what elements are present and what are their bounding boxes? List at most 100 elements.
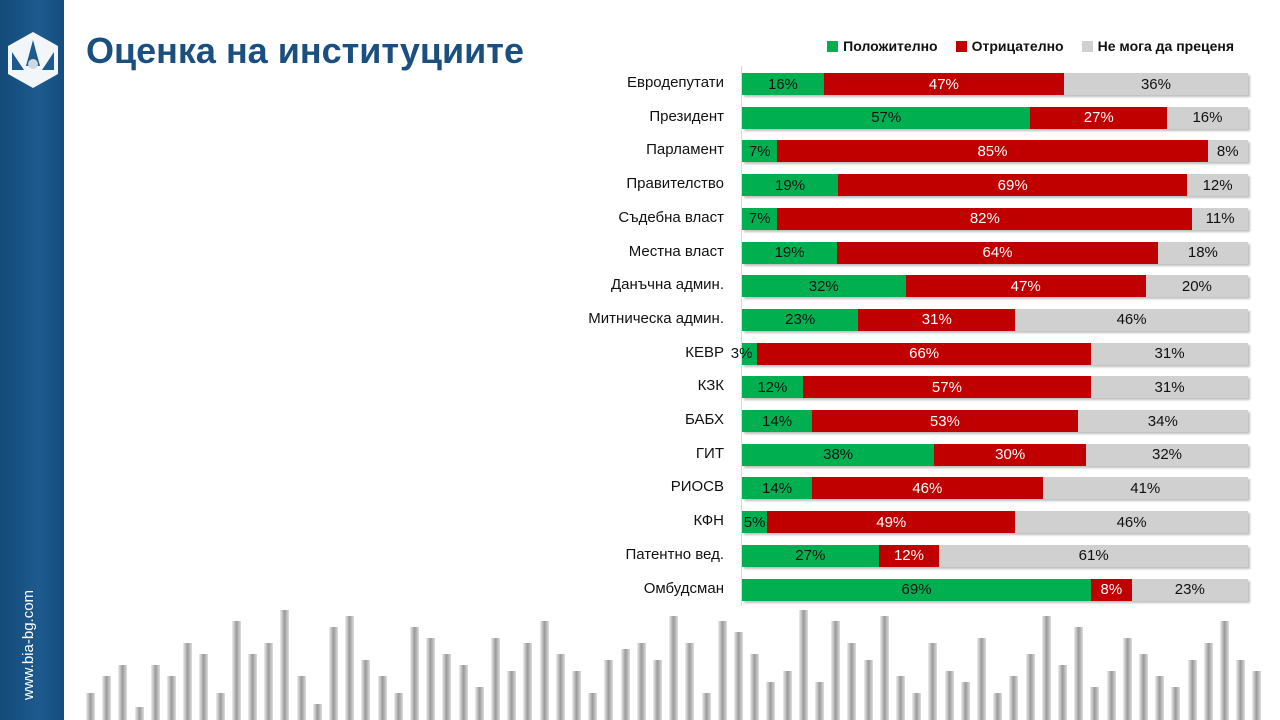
decorative-bar bbox=[167, 676, 176, 720]
category-axis bbox=[741, 66, 742, 606]
legend-negative: Отрицателно bbox=[955, 38, 1064, 54]
bar-segment-negative: 82% bbox=[777, 207, 1193, 230]
bar-segment-positive: 7% bbox=[742, 140, 778, 163]
bar-segment-negative: 47% bbox=[905, 275, 1146, 298]
decorative-bar bbox=[523, 643, 533, 720]
decorative-bar bbox=[1139, 654, 1148, 720]
decorative-bar bbox=[539, 621, 549, 720]
bar-row: 57% 27% 16% bbox=[742, 106, 1248, 129]
decorative-bar bbox=[1090, 687, 1100, 720]
category-label: РИОСВ bbox=[670, 478, 724, 496]
decorative-bar bbox=[1106, 670, 1116, 720]
decorative-bar bbox=[928, 643, 938, 720]
decorative-bar bbox=[150, 665, 160, 720]
data-label: 30% bbox=[995, 446, 1026, 464]
category-label: Президент bbox=[649, 107, 724, 125]
bar-segment-unknown: 32% bbox=[1086, 443, 1248, 466]
bar-segment-unknown: 34% bbox=[1077, 410, 1248, 432]
decorative-bar bbox=[312, 703, 322, 720]
decorative-bar bbox=[863, 659, 873, 720]
decorative-bar bbox=[555, 654, 565, 720]
decorative-bar bbox=[879, 615, 889, 720]
decorative-bar bbox=[264, 643, 274, 720]
data-label: 46% bbox=[912, 479, 943, 497]
category-label: Патентно вед. bbox=[625, 545, 724, 563]
bar-row: 14% 46% 41% bbox=[742, 477, 1248, 500]
bar-segment-positive: 7% bbox=[742, 207, 778, 230]
bar-segment-positive: 32% bbox=[742, 275, 906, 298]
data-label: 69% bbox=[901, 581, 932, 598]
data-label: 7% bbox=[748, 210, 771, 228]
decorative-bar bbox=[977, 637, 986, 720]
data-label: 49% bbox=[876, 513, 907, 531]
decorative-bar bbox=[1058, 665, 1067, 720]
legend-label: Отрицателно bbox=[971, 38, 1064, 54]
bar-segment-positive: 12% bbox=[742, 376, 803, 399]
bar-segment-negative: 57% bbox=[802, 376, 1092, 399]
bar-segment-positive: 27% bbox=[742, 544, 879, 567]
data-label: 16% bbox=[1192, 109, 1223, 127]
bar-segment-positive: 69% bbox=[742, 578, 1092, 601]
bar-segment-negative: 69% bbox=[838, 174, 1188, 197]
decorative-bar bbox=[734, 632, 743, 720]
bar-segment-unknown: 61% bbox=[939, 544, 1248, 567]
decorative-bar bbox=[377, 676, 387, 720]
decorative-bar bbox=[815, 681, 824, 720]
decorative-bar bbox=[134, 706, 144, 720]
bar-segment-unknown: 8% bbox=[1207, 140, 1248, 163]
data-label: 31% bbox=[921, 311, 952, 329]
legend-label: Не мога да преценя bbox=[1097, 38, 1234, 54]
bar-segment-negative: 49% bbox=[767, 511, 1016, 534]
category-label: Съдебна власт bbox=[618, 208, 724, 226]
decorative-bar bbox=[588, 692, 598, 720]
data-label: 61% bbox=[1078, 547, 1109, 565]
category-label: Омбудсман bbox=[643, 579, 724, 597]
decorative-bar bbox=[636, 643, 646, 720]
category-label: Евродепутати bbox=[626, 74, 724, 91]
legend-swatch-negative bbox=[955, 40, 967, 52]
decorative-bar bbox=[960, 681, 970, 720]
data-label: 82% bbox=[969, 210, 1000, 228]
bar-row: 19% 64% 18% bbox=[742, 241, 1248, 264]
decorative-bar bbox=[1025, 654, 1035, 720]
bar-segment-negative: 12% bbox=[878, 544, 940, 567]
decorative-bar bbox=[1171, 687, 1181, 720]
bar-segment-negative: 85% bbox=[777, 140, 1208, 163]
legend-positive: Положително bbox=[827, 38, 938, 54]
decorative-bar bbox=[1155, 676, 1165, 720]
bar-segment-unknown: 20% bbox=[1145, 275, 1248, 298]
bar-row: 5% 49% 46% bbox=[742, 511, 1248, 534]
decorative-bar bbox=[491, 637, 500, 720]
decorative-bar bbox=[361, 659, 371, 720]
bar-segment-positive: 57% bbox=[742, 106, 1031, 129]
decorative-bar bbox=[993, 692, 1003, 720]
bar-segment-unknown: 31% bbox=[1091, 342, 1248, 365]
data-label: 27% bbox=[795, 547, 826, 565]
decorative-bar bbox=[912, 692, 922, 720]
bar-segment-unknown: 11% bbox=[1192, 207, 1248, 230]
data-label: 38% bbox=[823, 446, 854, 464]
data-label: 31% bbox=[1154, 345, 1185, 363]
decorative-bar bbox=[669, 615, 679, 720]
data-label: 18% bbox=[1187, 244, 1218, 261]
bar-segment-positive: 19% bbox=[742, 241, 838, 264]
decorative-bar bbox=[1009, 676, 1019, 720]
category-label: КЗК bbox=[697, 377, 724, 395]
decorative-bar bbox=[442, 654, 452, 720]
bar-segment-unknown: 12% bbox=[1187, 174, 1248, 197]
data-label: 46% bbox=[1116, 513, 1147, 531]
decorative-bar bbox=[944, 670, 954, 720]
category-label: ГИТ bbox=[695, 444, 724, 462]
decorative-bar bbox=[782, 670, 792, 720]
bar-segment-positive: 23% bbox=[742, 308, 859, 331]
category-label: БАБХ bbox=[684, 411, 724, 428]
decorative-bars bbox=[64, 600, 1264, 720]
decorative-bar bbox=[750, 654, 760, 720]
legend-swatch-unknown bbox=[1081, 40, 1093, 52]
sidebar: www.bia-bg.com bbox=[0, 0, 64, 720]
data-label: 32% bbox=[1152, 446, 1183, 464]
bar-segment-unknown: 46% bbox=[1015, 308, 1248, 331]
data-label: 66% bbox=[909, 345, 940, 363]
bar-segment-negative: 8% bbox=[1091, 578, 1132, 601]
decorative-bar bbox=[1236, 659, 1246, 720]
